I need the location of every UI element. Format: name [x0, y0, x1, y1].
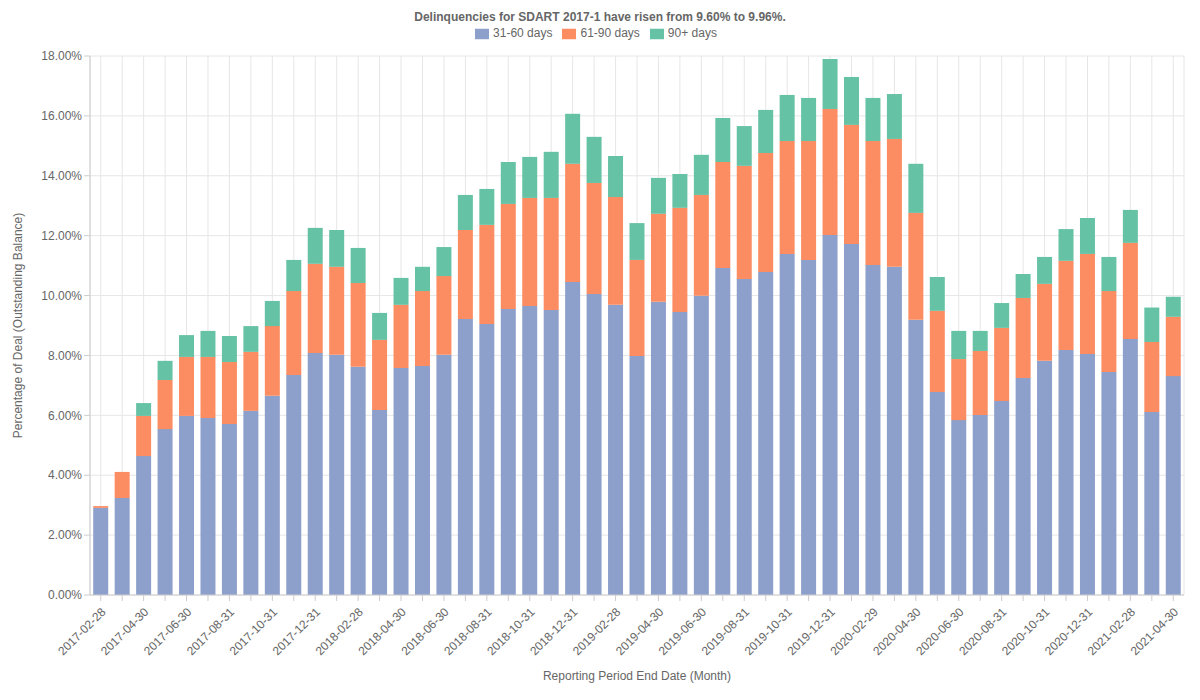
svg-text:2021-04-30: 2021-04-30 — [1128, 605, 1182, 659]
svg-text:2019-12-31: 2019-12-31 — [784, 604, 838, 659]
svg-text:2020-02-29: 2020-02-29 — [827, 604, 881, 659]
svg-text:2017-04-30: 2017-04-30 — [98, 604, 152, 659]
svg-text:2019-06-30: 2019-06-30 — [655, 604, 710, 659]
svg-text:2020-04-30: 2020-04-30 — [870, 604, 924, 659]
svg-text:2019-02-28: 2019-02-28 — [570, 604, 624, 659]
svg-text:2018-08-31: 2018-08-31 — [441, 604, 495, 659]
svg-text:18.00%: 18.00% — [41, 49, 82, 63]
svg-text:2020-06-30: 2020-06-30 — [913, 604, 967, 659]
svg-text:2020-12-31: 2020-12-31 — [1041, 604, 1096, 659]
svg-text:2.00%: 2.00% — [48, 528, 82, 542]
html-text:61-90 days: 61-90 days — [580, 26, 640, 40]
svg-text:2017-08-31: 2017-08-31 — [183, 604, 238, 659]
svg-text:2020-08-31: 2020-08-31 — [956, 604, 1010, 659]
svg-text:Percentage of Deal (Outstandin: Percentage of Deal (Outstanding Balance) — [11, 213, 25, 438]
svg-text:2018-10-31: 2018-10-31 — [484, 604, 538, 659]
svg-text:2019-10-31: 2019-10-31 — [741, 604, 795, 659]
html-text:90+ days: 90+ days — [667, 26, 717, 40]
svg-text:10.00%: 10.00% — [41, 289, 82, 303]
svg-text:4.00%: 4.00% — [48, 468, 82, 482]
svg-text:2019-08-31: 2019-08-31 — [698, 604, 752, 659]
svg-text:2021-02-28: 2021-02-28 — [1084, 604, 1139, 659]
svg-text:6.00%: 6.00% — [48, 409, 82, 423]
svg-text:Reporting Period End Date (Mon: Reporting Period End Date (Month) — [543, 669, 731, 683]
svg-text:2019-04-30: 2019-04-30 — [612, 604, 667, 659]
svg-text:2018-12-31: 2018-12-31 — [527, 604, 581, 659]
svg-text:2017-02-28: 2017-02-28 — [55, 604, 109, 659]
svg-text:16.00%: 16.00% — [41, 109, 82, 123]
svg-text:2017-06-30: 2017-06-30 — [141, 604, 195, 659]
svg-text:2017-10-31: 2017-10-31 — [226, 604, 281, 659]
svg-text:0.00%: 0.00% — [48, 588, 82, 602]
html-text:31-60 days: 31-60 days — [493, 26, 553, 40]
svg-text:2018-06-30: 2018-06-30 — [398, 604, 452, 659]
svg-text:2018-02-28: 2018-02-28 — [312, 604, 366, 659]
svg-text:14.00%: 14.00% — [41, 169, 82, 183]
svg-text:2020-10-31: 2020-10-31 — [999, 604, 1053, 659]
svg-text:8.00%: 8.00% — [48, 349, 82, 363]
svg-text:2017-12-31: 2017-12-31 — [269, 604, 323, 659]
html-text:Delinquencies for SDART 2017-1: Delinquencies for SDART 2017-1 have rise… — [414, 10, 786, 24]
svg-text:12.00%: 12.00% — [41, 229, 82, 243]
svg-text:2018-04-30: 2018-04-30 — [355, 604, 409, 659]
